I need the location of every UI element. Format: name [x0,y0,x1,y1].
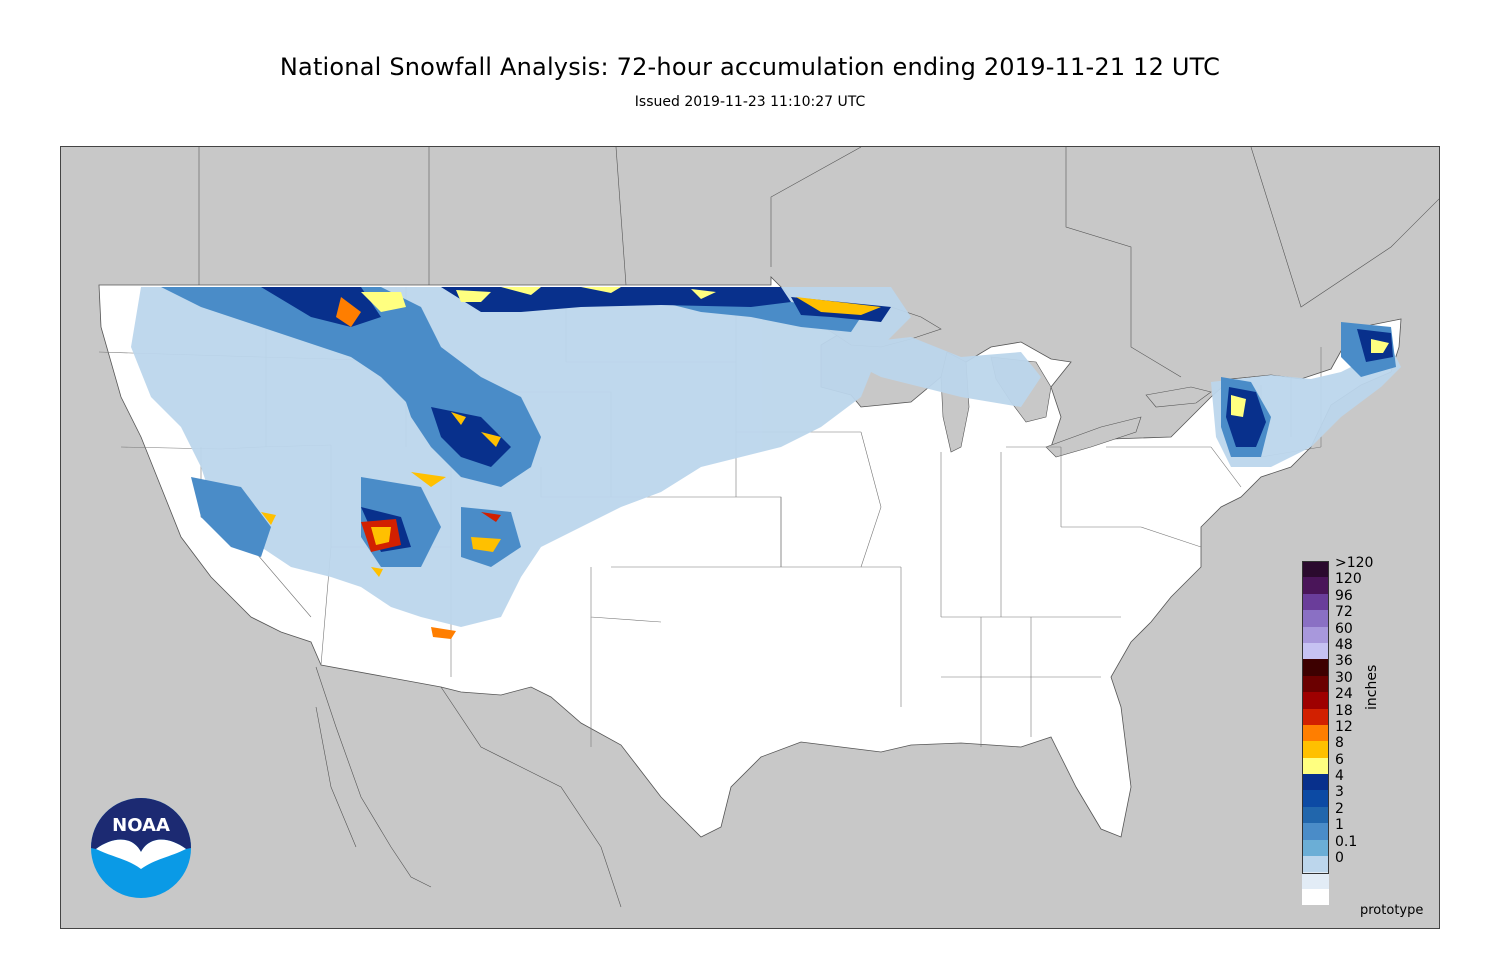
legend-bin: 2 [1302,801,1392,824]
legend-label: 3 [1335,784,1344,801]
snowfall-map [61,147,1439,928]
legend-bin: 30 [1302,670,1392,693]
legend-swatch [1302,724,1329,742]
legend-bin: 8 [1302,735,1392,758]
legend-bin: 96 [1302,588,1392,611]
map-title: National Snowfall Analysis: 72-hour accu… [279,53,1221,81]
legend-swatch [1302,593,1329,611]
legend-bin: 12 [1302,719,1392,742]
legend-swatch [1302,626,1329,643]
legend-swatch [1302,774,1329,791]
legend-swatch [1302,561,1329,578]
prototype-label: prototype [1360,903,1424,918]
legend-swatch [1302,675,1329,693]
legend-swatch [1302,872,1329,889]
legend-bin: 1 [1302,817,1392,840]
legend-label: 1 [1335,817,1344,834]
legend-swatch [1302,610,1329,627]
legend-label: 120 [1335,571,1362,588]
snowfall-peak [261,287,1389,639]
legend-swatch [1302,577,1329,594]
legend-label: 24 [1335,686,1353,703]
lake-erie [1045,416,1142,458]
legend-bin: 3 [1302,784,1392,807]
legend-swatch [1302,642,1329,660]
legend-label: 0 [1335,850,1344,867]
legend-bin: 6 [1302,752,1392,775]
legend-label: 18 [1335,702,1353,719]
legend-bin: 0 [1302,850,1392,873]
legend-bin [1302,872,1392,889]
legend-swatch [1302,659,1329,676]
legend-bin: 36 [1302,653,1392,676]
legend-bin: 18 [1302,703,1392,725]
legend-swatch [1302,692,1329,709]
legend-label: 36 [1335,653,1353,670]
legend-bin: 0.1 [1302,834,1392,857]
legend-bin: 24 [1302,686,1392,709]
legend-swatch [1302,823,1329,840]
legend-label: 0.1 [1335,833,1358,850]
lake-ontario [1145,386,1212,408]
international-borders [198,147,1439,908]
legend-swatch [1302,708,1329,725]
legend-swatch [1302,757,1329,775]
legend-label: 6 [1335,751,1344,768]
legend-units: inches [1364,664,1380,710]
legend-bin: >120 [1302,555,1392,578]
logo-text: NOAA [112,815,170,836]
legend-label: 48 [1335,636,1353,653]
noaa-logo-icon: NOAA [91,798,191,898]
legend-bin [1302,888,1392,906]
map-subtitle: Issued 2019-11-23 11:10:27 UTC [634,94,866,110]
legend-label: 96 [1335,587,1353,604]
map-frame [60,146,1440,929]
legend-label: 8 [1335,735,1344,752]
legend-label: 60 [1335,620,1353,637]
legend-swatch [1302,741,1329,758]
legend-label: 72 [1335,604,1353,621]
legend-bin: 60 [1302,621,1392,643]
legend: >120 120 96 72 60 48 36 30 24 18 12 8 6 4 3 2 1 0.1 0 [1302,555,1392,906]
legend-swatch [1302,856,1329,873]
legend-bin: 48 [1302,637,1392,660]
legend-swatch [1302,888,1329,906]
legend-label: 30 [1335,669,1353,686]
legend-bin: 120 [1302,571,1392,594]
legend-label: 12 [1335,718,1353,735]
legend-label: >120 [1335,555,1374,571]
legend-label: 4 [1335,768,1344,785]
legend-label: 2 [1335,800,1344,817]
legend-swatch [1302,806,1329,824]
legend-swatch [1302,839,1329,857]
legend-bin: 4 [1302,768,1392,791]
legend-swatch [1302,790,1329,807]
legend-bin: 72 [1302,604,1392,627]
